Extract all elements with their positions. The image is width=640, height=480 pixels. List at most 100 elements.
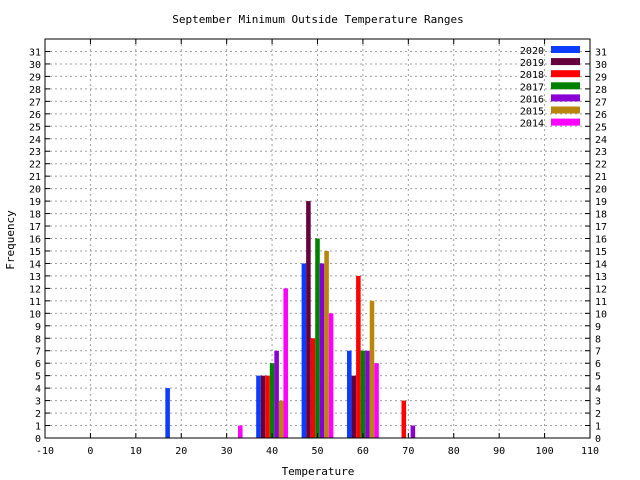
y-tick-label-left: 21: [29, 172, 41, 183]
y-tick-label-right: 28: [595, 85, 607, 96]
x-axis-label: Temperature: [282, 465, 355, 478]
x-tick-label: 90: [493, 446, 505, 457]
legend-label-2019: 2019: [520, 58, 544, 69]
y-tick-label-right: 4: [595, 384, 601, 395]
chart-title: September Minimum Outside Temperature Ra…: [172, 13, 463, 26]
y-tick-label-right: 2: [595, 409, 601, 420]
x-tick-label: -10: [36, 446, 54, 457]
y-tick-label-left: 3: [35, 397, 41, 408]
y-tick-label-left: 25: [29, 122, 41, 133]
y-tick-label-left: 2: [35, 409, 41, 420]
y-tick-label-left: 14: [29, 259, 41, 270]
y-tick-label-right: 21: [595, 172, 607, 183]
bar-2019: [351, 375, 357, 438]
x-tick-label: 50: [311, 446, 323, 457]
y-tick-label-right: 30: [595, 60, 607, 71]
legend-swatch-2020: [551, 46, 580, 53]
x-tick-label: 20: [175, 446, 187, 457]
y-tick-label-left: 29: [29, 72, 41, 83]
y-tick-label-right: 12: [595, 284, 607, 295]
y-tick-label-left: 1: [35, 422, 41, 433]
y-tick-label-right: 8: [595, 334, 601, 345]
y-tick-label-left: 8: [35, 334, 41, 345]
y-tick-label-right: 16: [595, 235, 607, 246]
y-tick-label-left: 10: [29, 309, 41, 320]
x-tick-label: 40: [266, 446, 278, 457]
bars: [165, 201, 416, 438]
y-tick-label-right: 14: [595, 259, 607, 270]
x-tick-label: 110: [581, 446, 599, 457]
legend-label-2018: 2018: [520, 70, 544, 81]
bar-2017: [360, 350, 366, 438]
y-tick-label-left: 11: [29, 297, 41, 308]
bar-2014: [374, 363, 379, 438]
y-tick-label-right: 9: [595, 322, 601, 333]
y-tick-label-right: 24: [595, 135, 607, 146]
y-tick-label-left: 23: [29, 147, 41, 158]
bar-2019: [260, 375, 266, 438]
y-axis-label: Frequency: [4, 210, 17, 270]
legend-swatch-2015: [551, 106, 580, 114]
bar-2018: [310, 338, 316, 438]
bar-2018: [265, 375, 270, 438]
y-tick-label-left: 15: [29, 247, 41, 258]
y-tick-label-right: 17: [595, 222, 607, 233]
bar-2019: [306, 201, 311, 438]
legend-swatch-2019: [551, 58, 580, 66]
y-tick-label-left: 20: [29, 185, 41, 196]
y-tick-label-right: 20: [595, 185, 607, 196]
y-tick-label-left: 19: [29, 197, 41, 208]
y-tick-label-right: 26: [595, 110, 607, 121]
y-tick-label-right: 25: [595, 122, 607, 133]
y-tick-label-right: 23: [595, 147, 607, 158]
y-tick-label-right: 19: [595, 197, 607, 208]
y-tick-label-right: 22: [595, 160, 607, 171]
x-tick-label: 80: [448, 446, 460, 457]
legend-swatch-2017: [551, 82, 580, 90]
y-tick-label-right: 7: [595, 347, 601, 358]
legend-swatch-2014: [551, 118, 580, 126]
legend-label-2017: 2017: [520, 82, 544, 93]
y-tick-label-left: 4: [35, 384, 41, 395]
legend-label-2014: 2014: [520, 119, 544, 130]
y-tick-label-left: 13: [29, 272, 41, 283]
y-tick-label-right: 27: [595, 97, 607, 108]
y-tick-label-right: 11: [595, 297, 607, 308]
bar-2020: [256, 375, 261, 438]
bar-2016: [274, 350, 279, 438]
bar-2014: [328, 313, 334, 438]
y-tick-label-left: 26: [29, 110, 41, 121]
legend-label-2016: 2016: [520, 94, 544, 105]
bar-2018: [401, 400, 407, 438]
y-tick-label-left: 9: [35, 322, 41, 333]
legend-label-2015: 2015: [520, 107, 544, 118]
x-tick-label: 70: [402, 446, 414, 457]
x-tick-label: 30: [221, 446, 233, 457]
y-tick-label-left: 27: [29, 97, 41, 108]
y-tick-label-left: 28: [29, 85, 41, 96]
y-tick-label-left: 22: [29, 160, 41, 171]
y-tick-label-left: 12: [29, 284, 41, 295]
y-tick-label-left: 31: [29, 47, 41, 58]
bar-2017: [315, 238, 320, 438]
y-tick-label-right: 29: [595, 72, 607, 83]
y-tick-label-right: 10: [595, 309, 607, 320]
y-tick-label-left: 0: [35, 434, 41, 445]
bar-2020: [347, 350, 352, 438]
y-tick-label-right: 0: [595, 434, 601, 445]
x-tick-label: 0: [87, 446, 93, 457]
legend-label-2020: 2020: [520, 46, 544, 57]
bar-2018: [356, 275, 361, 438]
y-tick-label-right: 13: [595, 272, 607, 283]
y-tick-label-left: 18: [29, 210, 41, 221]
y-tick-label-left: 5: [35, 372, 41, 383]
x-tick-label: 10: [130, 446, 142, 457]
y-tick-label-left: 7: [35, 347, 41, 358]
y-tick-label-left: 6: [35, 359, 41, 370]
y-tick-label-right: 18: [595, 210, 607, 221]
bar-2016: [365, 350, 370, 438]
x-tick-label: 100: [536, 446, 554, 457]
